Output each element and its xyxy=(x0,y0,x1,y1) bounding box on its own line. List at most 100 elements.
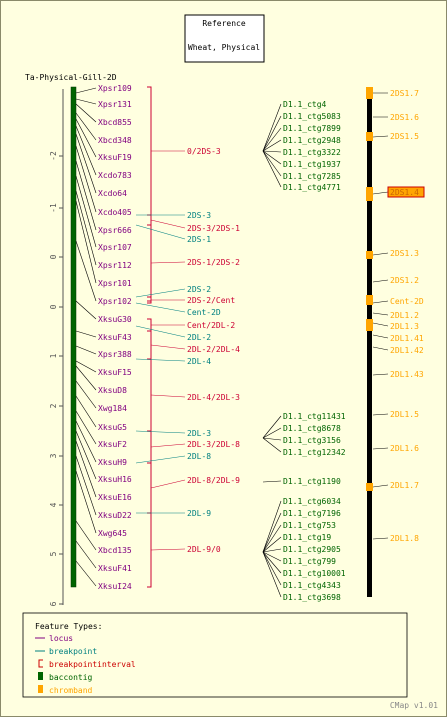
interval-label[interactable]: 2DL-9/0 xyxy=(187,545,221,554)
locus-label[interactable]: XksuG30 xyxy=(98,315,132,324)
interval-label[interactable]: 2DL-3/2DL-8 xyxy=(187,440,240,449)
contig-label[interactable]: D1.1_ctg3698 xyxy=(283,593,341,602)
map-title[interactable]: Ta-Physical-Gill-2D xyxy=(25,73,117,82)
locus-label[interactable]: Xpsr666 xyxy=(98,226,132,235)
contig-label[interactable]: D1.1_ctg10001 xyxy=(283,569,346,578)
interval-bracket[interactable] xyxy=(147,330,152,360)
contig-label[interactable]: D1.1_ctg4771 xyxy=(283,183,341,192)
breakpoint-label[interactable]: 2DS-3 xyxy=(187,211,211,220)
locus-label[interactable]: Xcdo405 xyxy=(98,208,132,217)
locus-label[interactable]: XksuE16 xyxy=(98,493,132,502)
contig-label[interactable]: D1.1_ctg12342 xyxy=(283,448,346,457)
breakpoint-label[interactable]: 2DL-3 xyxy=(187,429,211,438)
contig-label[interactable]: D1.1_ctg5083 xyxy=(283,112,341,121)
locus-label[interactable]: Xbcd855 xyxy=(98,118,132,127)
breakpoint-label[interactable]: 2DS-2 xyxy=(187,285,211,294)
locus-label[interactable]: Xbcd135 xyxy=(98,546,132,555)
locus-label[interactable]: XksuF43 xyxy=(98,333,132,342)
interval-label[interactable]: 2DL-8/2DL-9 xyxy=(187,476,240,485)
locus-label[interactable]: XksuD8 xyxy=(98,386,127,395)
locus-label[interactable]: XksuH9 xyxy=(98,458,127,467)
locus-label[interactable]: XksuH16 xyxy=(98,475,132,484)
chromband-label[interactable]: 2DL1.5 xyxy=(390,410,419,419)
interval-bracket[interactable] xyxy=(147,430,152,464)
locus-label[interactable]: Xwg184 xyxy=(98,404,127,413)
contig-label[interactable]: D1.1_ctg6034 xyxy=(283,497,341,506)
interval-label[interactable]: 2DS-1/2DS-2 xyxy=(187,258,240,267)
interval-bracket[interactable] xyxy=(147,214,152,226)
chromband-segment[interactable] xyxy=(366,319,373,331)
breakpoint-label[interactable]: 2DL-2 xyxy=(187,333,211,342)
interval-label[interactable]: 2DS-3/2DS-1 xyxy=(187,224,240,233)
locus-label[interactable]: Xpsr131 xyxy=(98,100,132,109)
contig-label[interactable]: D1.1_ctg753 xyxy=(283,521,336,530)
chromband-label[interactable]: 2DL1.43 xyxy=(390,370,424,379)
contig-label[interactable]: D1.1_ctg1190 xyxy=(283,477,341,486)
contig-label[interactable]: D1.1_ctg2948 xyxy=(283,136,341,145)
chromband-label[interactable]: 2DL1.8 xyxy=(390,534,419,543)
interval-bracket[interactable] xyxy=(147,296,152,304)
chromband-label[interactable]: 2DL1.42 xyxy=(390,346,424,355)
chromband-label[interactable]: 2DL1.3 xyxy=(390,322,419,331)
contig-label[interactable]: D1.1_ctg1937 xyxy=(283,160,341,169)
locus-label[interactable]: XksuF41 xyxy=(98,564,132,573)
chromband-label[interactable]: Cent-2D xyxy=(390,297,424,306)
contig-label[interactable]: D1.1_ctg799 xyxy=(283,557,336,566)
contig-label[interactable]: D1.1_ctg8678 xyxy=(283,424,341,433)
chromband-label[interactable]: 2DL1.2 xyxy=(390,311,419,320)
interval-bracket[interactable] xyxy=(147,462,152,514)
locus-label[interactable]: XksuD22 xyxy=(98,511,132,520)
breakpoint-label[interactable]: 2DL-8 xyxy=(187,452,211,461)
locus-label[interactable]: Xbcd348 xyxy=(98,136,132,145)
breakpoint-label[interactable]: 2DS-1 xyxy=(187,235,211,244)
chromband-segment[interactable] xyxy=(366,87,373,99)
contig-label[interactable]: D1.1_ctg4343 xyxy=(283,581,341,590)
locus-label[interactable]: XksuF15 xyxy=(98,368,132,377)
interval-label[interactable]: 0/2DS-3 xyxy=(187,147,221,156)
locus-label[interactable]: Xpsr101 xyxy=(98,279,132,288)
breakpoint-label[interactable]: Cent-2D xyxy=(187,308,221,317)
interval-bracket[interactable] xyxy=(147,512,152,588)
chromband-label[interactable]: 2DL1.6 xyxy=(390,444,419,453)
chromosome-bar-2D[interactable] xyxy=(70,86,77,588)
locus-label[interactable]: XksuG5 xyxy=(98,423,127,432)
locus-label[interactable]: XksuF19 xyxy=(98,153,132,162)
interval-label[interactable]: Cent/2DL-2 xyxy=(187,321,235,330)
locus-label[interactable]: Xpsr102 xyxy=(98,297,132,306)
chromband-label[interactable]: 2DS1.5 xyxy=(390,132,419,141)
locus-label[interactable]: Xpsr107 xyxy=(98,243,132,252)
chromband-segment[interactable] xyxy=(366,295,373,305)
contig-label[interactable]: D1.1_ctg11431 xyxy=(283,412,346,421)
breakpoint-label[interactable]: 2DL-4 xyxy=(187,357,211,366)
locus-label[interactable]: XksuF2 xyxy=(98,440,127,449)
chromband-segment[interactable] xyxy=(366,483,373,491)
chromband-label[interactable]: 2DL1.41 xyxy=(390,334,424,343)
locus-label[interactable]: Xpsr109 xyxy=(98,84,132,93)
chromband-segment[interactable] xyxy=(366,187,373,201)
contig-label[interactable]: D1.1_ctg3156 xyxy=(283,436,341,445)
contig-label[interactable]: D1.1_ctg2905 xyxy=(283,545,341,554)
locus-label[interactable]: Xcdo64 xyxy=(98,189,127,198)
interval-bracket[interactable] xyxy=(147,86,152,216)
chromband-label[interactable]: 2DS1.7 xyxy=(390,89,419,98)
contig-label[interactable]: D1.1_ctg7899 xyxy=(283,124,341,133)
chromband-label[interactable]: 2DS1.2 xyxy=(390,276,419,285)
interval-label[interactable]: 2DS-2/Cent xyxy=(187,296,235,305)
chromband-segment[interactable] xyxy=(366,132,373,141)
reference-species[interactable]: Wheat, Physical xyxy=(188,43,260,52)
chromband-segment[interactable] xyxy=(366,251,373,259)
interval-label[interactable]: 2DL-2/2DL-4 xyxy=(187,345,240,354)
interval-bracket[interactable] xyxy=(147,358,152,432)
contig-label[interactable]: D1.1_ctg19 xyxy=(283,533,331,542)
chromband-label[interactable]: 2DL1.7 xyxy=(390,481,419,490)
contig-label[interactable]: D1.1_ctg4 xyxy=(283,100,327,109)
locus-label[interactable]: Xwg645 xyxy=(98,529,127,538)
locus-label[interactable]: Xpsr112 xyxy=(98,261,132,270)
interval-label[interactable]: 2DL-4/2DL-3 xyxy=(187,393,240,402)
locus-label[interactable]: Xpsr388 xyxy=(98,350,132,359)
reference-chromosome-bar[interactable] xyxy=(367,87,372,597)
chromband-label[interactable]: 2DS1.6 xyxy=(390,113,419,122)
contig-label[interactable]: D1.1_ctg3322 xyxy=(283,148,341,157)
chromband-label[interactable]: 2DS1.4 xyxy=(390,188,419,197)
locus-label[interactable]: XksuI24 xyxy=(98,582,132,591)
